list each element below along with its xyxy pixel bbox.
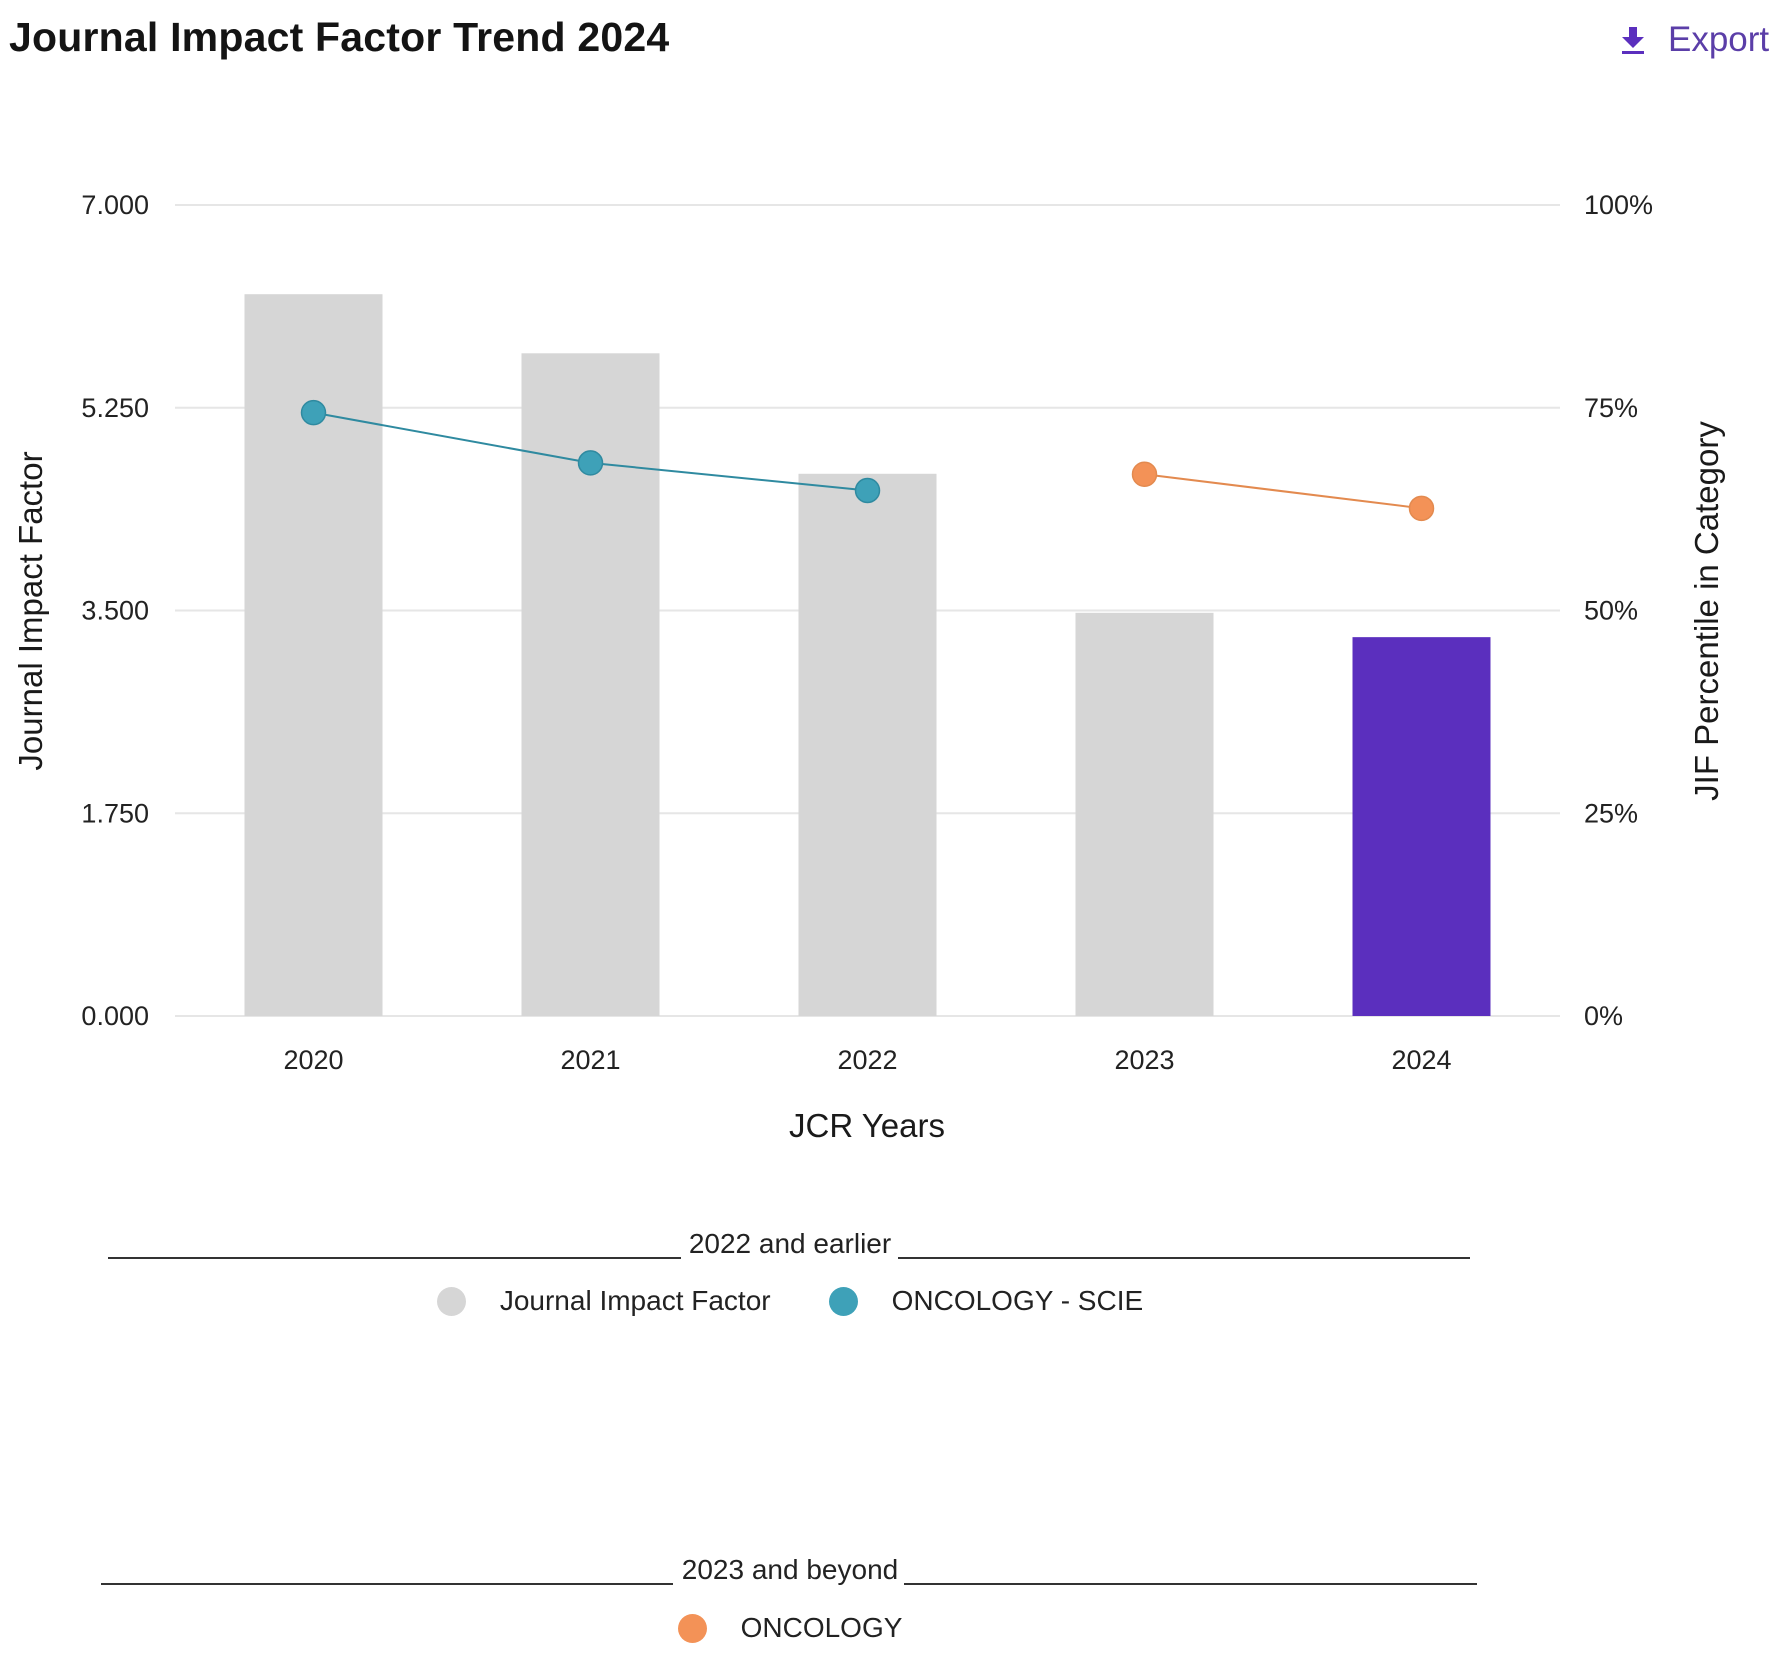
y2-axis-ticks: 0% 25% 50% 75% 100% (1584, 190, 1653, 1031)
legend-item-oncology[interactable]: ONCOLOGY (677, 1612, 903, 1644)
x-axis-title: JCR Years (789, 1107, 945, 1144)
bar-2023 (1075, 612, 1214, 1016)
y2-tick-label: 50% (1584, 596, 1638, 626)
chart-title: Journal Impact Factor Trend 2024 (9, 14, 670, 60)
legend-divider (108, 1257, 681, 1259)
y-tick-label: 5.250 (81, 393, 149, 423)
y2-tick-label: 100% (1584, 190, 1653, 220)
legend-label: ONCOLOGY - SCIE (891, 1285, 1144, 1316)
legend-divider (898, 1257, 1470, 1259)
chart-area: 0.000 1.750 3.500 5.250 7.000 0% 25% 50% 75% 100… (12, 190, 1725, 1144)
legend-divider (904, 1583, 1477, 1585)
y2-tick-label: 75% (1584, 393, 1638, 423)
y2-tick-label: 25% (1584, 798, 1638, 828)
x-tick-label: 2022 (837, 1045, 897, 1075)
legend-group-heading: 2023 and beyond (681, 1554, 899, 1585)
bar-2022 (798, 473, 937, 1016)
legend-item-oncology-scie[interactable]: ONCOLOGY - SCIE (828, 1285, 1144, 1317)
y-tick-label: 0.000 (81, 1001, 149, 1031)
point-oncology-2023 (1131, 461, 1158, 488)
y-axis-ticks: 0.000 1.750 3.500 5.250 7.000 (81, 190, 149, 1031)
legend-label: ONCOLOGY (740, 1612, 903, 1643)
legend-swatch (436, 1286, 466, 1316)
legend-swatch (828, 1286, 858, 1316)
point-oncology-scie-2021 (577, 450, 604, 476)
legend-label: Journal Impact Factor (499, 1285, 771, 1316)
y2-axis-title: JIF Percentile in Category (1688, 421, 1725, 801)
x-tick-label: 2020 (283, 1045, 343, 1075)
point-oncology-scie-2020 (300, 399, 327, 426)
point-oncology-scie-2022 (854, 477, 881, 504)
line-oncology (1144, 473, 1422, 510)
legend-group-2023-and-beyond: ONCOLOGY (0, 1612, 1580, 1644)
series-lines (300, 399, 1435, 522)
point-oncology-2024 (1408, 495, 1435, 522)
download-icon (1620, 25, 1646, 55)
legend-item-journal-impact-factor[interactable]: Journal Impact Factor (436, 1285, 771, 1317)
y-tick-label: 1.750 (81, 798, 149, 828)
x-tick-label: 2021 (560, 1045, 620, 1075)
export-button[interactable]: Export (1620, 20, 1769, 60)
y2-tick-label: 0% (1584, 1001, 1623, 1031)
y-axis-title: Journal Impact Factor (12, 451, 49, 770)
legend-group-heading: 2022 and earlier (688, 1228, 892, 1259)
export-label: Export (1668, 20, 1770, 59)
bars (244, 294, 1491, 1017)
y-tick-label: 7.000 (81, 190, 149, 220)
x-axis-ticks: 2020 2021 2022 2023 2024 (283, 1045, 1451, 1075)
legend-group-2022-and-earlier: Journal Impact Factor ONCOLOGY - SCIE (0, 1285, 1580, 1317)
x-tick-label: 2024 (1391, 1045, 1451, 1075)
bar-2024 (1352, 637, 1491, 1016)
y-tick-label: 3.500 (81, 596, 149, 626)
legend-divider (101, 1583, 673, 1585)
x-tick-label: 2023 (1114, 1045, 1174, 1075)
legend-swatch (677, 1613, 707, 1643)
